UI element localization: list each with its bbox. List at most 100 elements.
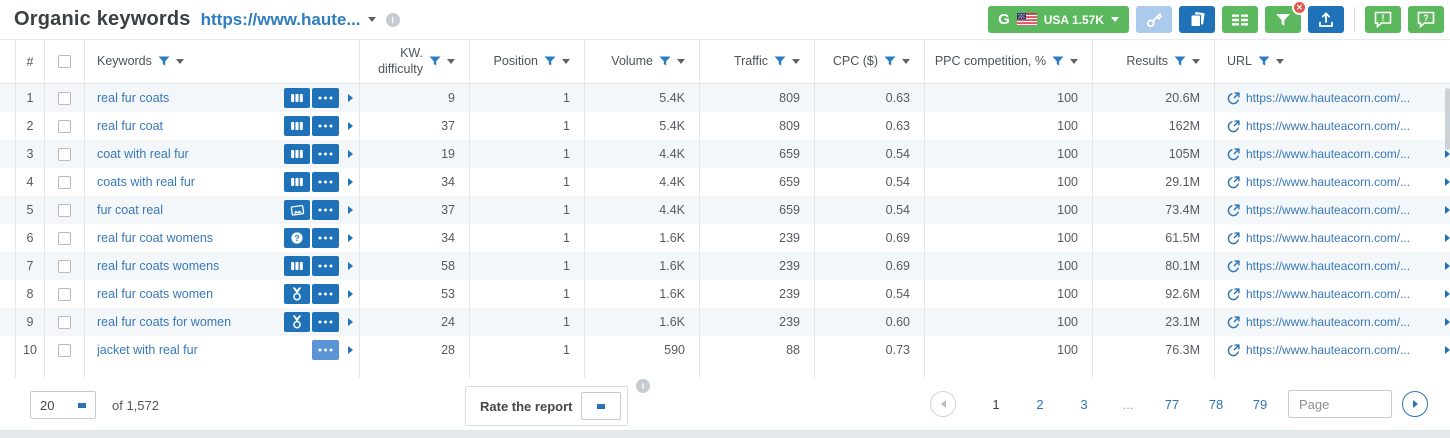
rate-report-select[interactable] bbox=[581, 392, 621, 420]
column-header-cpc[interactable]: CPC ($) bbox=[815, 40, 925, 83]
url-link[interactable]: https://www.hauteacorn.com/... bbox=[1246, 287, 1411, 301]
sort-caret-icon[interactable] bbox=[1070, 59, 1078, 64]
external-link-icon[interactable] bbox=[1227, 91, 1240, 105]
filter-funnel-icon[interactable] bbox=[1052, 56, 1064, 67]
url-link[interactable]: https://www.hauteacorn.com/... bbox=[1246, 119, 1411, 133]
sitelinks-icon[interactable] bbox=[284, 256, 310, 276]
external-link-icon[interactable] bbox=[1227, 315, 1240, 329]
keyword-link[interactable]: real fur coats bbox=[97, 91, 170, 105]
clear-filter-badge[interactable]: ✕ bbox=[1292, 0, 1307, 15]
sitelinks-icon[interactable] bbox=[284, 144, 310, 164]
expand-arrow-icon[interactable] bbox=[1445, 150, 1450, 158]
column-header-results[interactable]: Results bbox=[1093, 40, 1215, 83]
sort-caret-icon[interactable] bbox=[1276, 59, 1285, 64]
images-icon[interactable] bbox=[284, 200, 310, 220]
filter-funnel-icon[interactable] bbox=[158, 56, 170, 67]
url-link[interactable]: https://www.hauteacorn.com/... bbox=[1246, 203, 1411, 217]
filter-funnel-icon[interactable] bbox=[774, 56, 786, 67]
expand-arrow-icon[interactable] bbox=[348, 346, 353, 354]
keyword-link[interactable]: real fur coat bbox=[97, 119, 164, 133]
more-actions-button[interactable] bbox=[312, 228, 339, 248]
row-checkbox[interactable] bbox=[58, 175, 71, 189]
sort-caret-icon[interactable] bbox=[677, 59, 685, 64]
scrollbar[interactable] bbox=[1445, 88, 1450, 150]
external-link-icon[interactable] bbox=[1227, 175, 1240, 189]
keyword-link[interactable]: real fur coats for women bbox=[97, 315, 232, 329]
expand-arrow-icon[interactable] bbox=[348, 234, 353, 242]
medal-icon[interactable] bbox=[284, 284, 310, 304]
row-checkbox[interactable] bbox=[58, 147, 71, 161]
row-checkbox[interactable] bbox=[58, 119, 71, 133]
question-icon[interactable]: ? bbox=[284, 228, 310, 248]
page-link-2[interactable]: 2 bbox=[1036, 396, 1044, 412]
expand-arrow-icon[interactable] bbox=[1445, 178, 1450, 186]
row-checkbox[interactable] bbox=[58, 259, 71, 273]
expand-arrow-icon[interactable] bbox=[348, 94, 353, 102]
filter-funnel-icon[interactable] bbox=[1258, 56, 1270, 67]
sort-caret-icon[interactable] bbox=[1192, 59, 1200, 64]
more-actions-button[interactable] bbox=[312, 256, 339, 276]
key-button[interactable] bbox=[1136, 6, 1172, 33]
copy-button[interactable] bbox=[1179, 6, 1215, 33]
more-actions-button[interactable] bbox=[312, 340, 339, 360]
filter-funnel-icon[interactable] bbox=[1174, 56, 1186, 67]
expand-arrow-icon[interactable] bbox=[348, 290, 353, 298]
expand-arrow-icon[interactable] bbox=[1445, 346, 1450, 354]
more-actions-button[interactable] bbox=[312, 284, 339, 304]
column-header-ppc-competition[interactable]: PPC competition, % bbox=[925, 40, 1093, 83]
row-checkbox[interactable] bbox=[58, 231, 71, 245]
next-page-button[interactable] bbox=[1402, 391, 1428, 417]
keyword-link[interactable]: real fur coats women bbox=[97, 287, 214, 301]
filter-button[interactable]: ✕ bbox=[1265, 0, 1307, 33]
external-link-icon[interactable] bbox=[1227, 203, 1240, 217]
expand-arrow-icon[interactable] bbox=[1445, 234, 1450, 242]
sitelinks-icon[interactable] bbox=[284, 88, 310, 108]
expand-arrow-icon[interactable] bbox=[1445, 262, 1450, 270]
select-all-checkbox[interactable] bbox=[58, 55, 71, 68]
row-checkbox[interactable] bbox=[58, 315, 71, 329]
keyword-link[interactable]: real fur coats womens bbox=[97, 259, 220, 273]
domain-link[interactable]: https://www.haute... bbox=[200, 9, 361, 29]
expand-arrow-icon[interactable] bbox=[1445, 318, 1450, 326]
more-actions-button[interactable] bbox=[312, 116, 339, 136]
filter-funnel-icon[interactable] bbox=[544, 56, 556, 67]
sort-caret-icon[interactable] bbox=[447, 59, 455, 64]
external-link-icon[interactable] bbox=[1227, 147, 1240, 161]
page-number-input[interactable] bbox=[1288, 390, 1392, 418]
page-size-select[interactable]: 20 bbox=[30, 391, 96, 419]
url-link[interactable]: https://www.hauteacorn.com/... bbox=[1246, 259, 1411, 273]
feedback-button[interactable]: ! bbox=[1365, 6, 1401, 33]
column-header-kw-difficulty[interactable]: KW. difficulty bbox=[360, 40, 470, 83]
prev-page-button[interactable] bbox=[930, 391, 956, 417]
more-actions-button[interactable] bbox=[312, 144, 339, 164]
column-header-volume[interactable]: Volume bbox=[585, 40, 700, 83]
page-link-77[interactable]: 77 bbox=[1164, 396, 1180, 412]
page-link-79[interactable]: 79 bbox=[1252, 396, 1268, 412]
url-link[interactable]: https://www.hauteacorn.com/... bbox=[1246, 147, 1411, 161]
sitelinks-icon[interactable] bbox=[284, 172, 310, 192]
external-link-icon[interactable] bbox=[1227, 231, 1240, 245]
expand-arrow-icon[interactable] bbox=[348, 178, 353, 186]
more-actions-button[interactable] bbox=[312, 312, 339, 332]
sort-caret-icon[interactable] bbox=[562, 59, 570, 64]
expand-arrow-icon[interactable] bbox=[348, 262, 353, 270]
expand-arrow-icon[interactable] bbox=[348, 318, 353, 326]
expand-arrow-icon[interactable] bbox=[348, 122, 353, 130]
keyword-link[interactable]: coats with real fur bbox=[97, 175, 195, 189]
keyword-link[interactable]: jacket with real fur bbox=[97, 343, 198, 357]
column-header-position[interactable]: Position bbox=[470, 40, 585, 83]
keyword-link[interactable]: real fur coat womens bbox=[97, 231, 214, 245]
row-checkbox[interactable] bbox=[58, 91, 71, 105]
column-header-traffic[interactable]: Traffic bbox=[700, 40, 815, 83]
sort-caret-icon[interactable] bbox=[792, 59, 800, 64]
export-button[interactable] bbox=[1308, 6, 1344, 33]
columns-button[interactable] bbox=[1222, 6, 1258, 33]
row-checkbox[interactable] bbox=[58, 203, 71, 217]
url-link[interactable]: https://www.hauteacorn.com/... bbox=[1246, 91, 1411, 105]
external-link-icon[interactable] bbox=[1227, 119, 1240, 133]
expand-arrow-icon[interactable] bbox=[348, 150, 353, 158]
url-link[interactable]: https://www.hauteacorn.com/... bbox=[1246, 315, 1411, 329]
sort-caret-icon[interactable] bbox=[902, 59, 910, 64]
page-link-3[interactable]: 3 bbox=[1080, 396, 1088, 412]
column-header-keywords[interactable]: Keywords bbox=[85, 40, 360, 83]
